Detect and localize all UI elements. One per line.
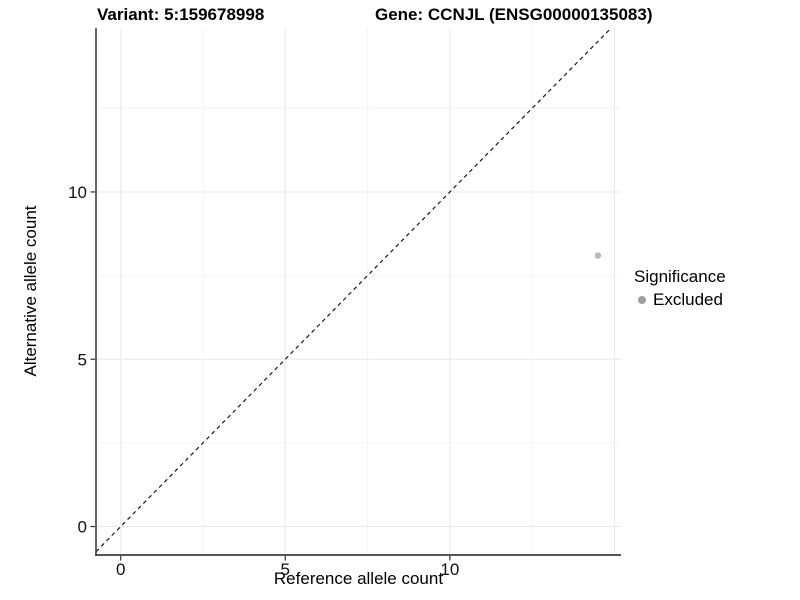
x-tick-label: 10 (440, 560, 459, 579)
data-point (594, 252, 602, 259)
y-tick-label: 0 (78, 518, 87, 537)
variant-title: Variant: 5:159678998 (97, 5, 265, 24)
x-tick-label: 5 (281, 560, 290, 579)
legend-point-icon (638, 296, 646, 304)
x-tick-label: 0 (116, 560, 125, 579)
y-tick-label: 10 (68, 183, 87, 202)
identity-dashed-line (95, 27, 612, 553)
gene-title: Gene: CCNJL (ENSG00000135083) (375, 5, 653, 24)
legend-item-label: Excluded (653, 290, 723, 309)
legend-title: Significance (634, 267, 726, 286)
legend: Significance Excluded (634, 267, 726, 310)
y-tick-label: 5 (78, 350, 87, 369)
legend-item-excluded: Excluded (634, 290, 726, 310)
x-axis-title: Reference allele count (273, 569, 444, 588)
y-axis-title: Alternative allele count (21, 205, 40, 377)
